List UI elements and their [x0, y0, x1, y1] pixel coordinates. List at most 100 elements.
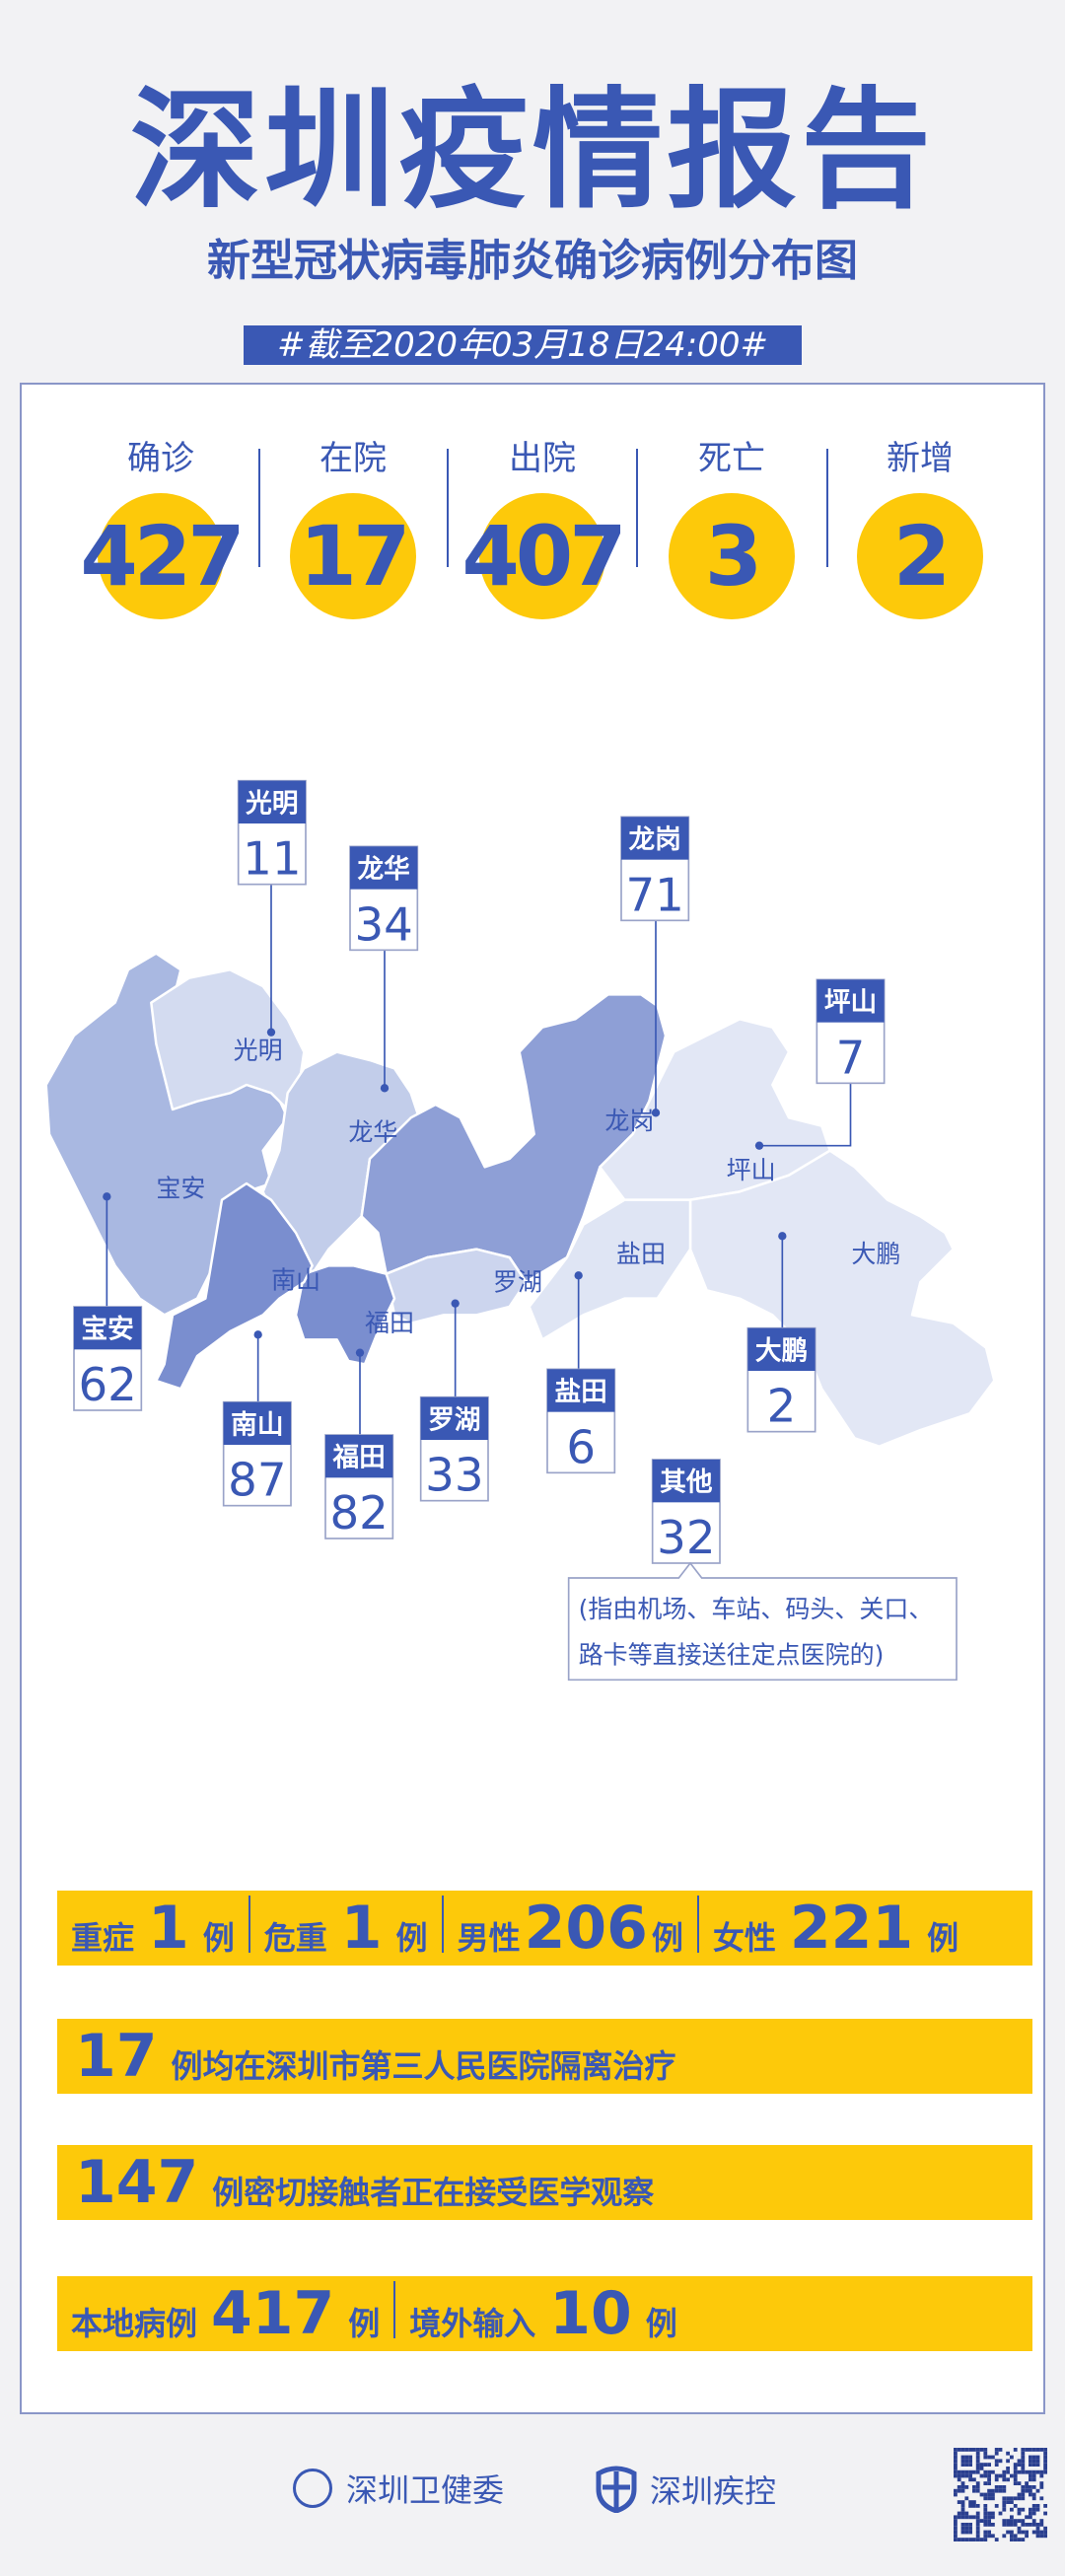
callout-9: 南山 87 — [222, 1400, 292, 1508]
qr-module — [975, 2511, 980, 2516]
qr-module — [983, 2455, 988, 2460]
health-commission-logo-icon — [293, 2469, 332, 2508]
qr-module — [991, 2492, 995, 2497]
qr-module — [954, 2467, 958, 2470]
cdc-shield-logo-icon — [596, 2466, 637, 2513]
qr-module — [1031, 2496, 1036, 2501]
close-contacts-bar: 147 例密切接触者正在接受医学观察 — [57, 2145, 1032, 2220]
qr-module — [1017, 2511, 1022, 2516]
qr-module — [1002, 2477, 1007, 2482]
callout-0: 宝安 62 — [73, 1306, 143, 1412]
qr-module — [1013, 2504, 1018, 2508]
callout-district-name: 南山 — [231, 1409, 283, 1440]
qr-module — [1029, 2511, 1032, 2516]
qr-module — [983, 2523, 988, 2527]
qr-module — [1002, 2519, 1007, 2523]
callout-header — [238, 780, 306, 824]
qr-module — [979, 2463, 984, 2467]
callout-count: 33 — [425, 1450, 483, 1503]
qr-module — [1029, 2455, 1032, 2460]
qr-module — [1043, 2451, 1047, 2456]
callout-count: 32 — [657, 1512, 715, 1565]
qr-module — [1021, 2523, 1026, 2527]
callout-district-name: 龙岗 — [629, 824, 681, 855]
qr-module — [960, 2507, 965, 2512]
qr-module — [964, 2473, 969, 2478]
qr-module — [1039, 2473, 1044, 2478]
callout-header — [816, 979, 885, 1023]
qr-module — [954, 2488, 958, 2493]
qr-module — [1017, 2526, 1022, 2531]
district-9 — [155, 1181, 314, 1391]
callout-count: 7 — [836, 1032, 866, 1085]
district-map-label: 龙华 — [348, 1118, 397, 1147]
qr-module — [964, 2469, 969, 2474]
qr-module — [979, 2519, 984, 2523]
qr-module — [1039, 2481, 1044, 2485]
qr-module — [1025, 2488, 1029, 2493]
qr-module — [987, 2530, 991, 2535]
qr-module — [1017, 2507, 1022, 2512]
qr-module — [1039, 2485, 1044, 2489]
qr-module — [1013, 2473, 1018, 2478]
callout-other: 其他 32 — [651, 1459, 721, 1565]
callout-dot — [574, 1271, 583, 1280]
qr-module — [975, 2481, 980, 2485]
footer-org-health-commission: 深圳卫健委 — [293, 2466, 504, 2511]
divider — [447, 449, 449, 567]
callout-district-name: 大鹏 — [755, 1335, 808, 1366]
callout-dot — [253, 1330, 262, 1339]
qr-module — [1025, 2523, 1029, 2527]
qr-module — [960, 2448, 965, 2452]
stat-hospitalized: 在院 17 — [264, 434, 442, 619]
note-box — [567, 1561, 958, 1682]
qr-module — [987, 2469, 991, 2474]
qr-module — [1010, 2496, 1014, 2501]
qr-module — [957, 2469, 961, 2474]
qr-module — [1002, 2496, 1007, 2501]
district-map-label: 盐田 — [616, 1240, 666, 1268]
stat-new: 新增 2 — [831, 434, 1009, 619]
qr-module — [983, 2515, 988, 2520]
qr-module — [1029, 2485, 1032, 2489]
qr-module — [994, 2473, 999, 2478]
qr-module — [987, 2511, 991, 2516]
qr-module — [1013, 2496, 1018, 2501]
qr-module — [1043, 2511, 1047, 2516]
qr-module — [954, 2455, 958, 2460]
qr-module — [968, 2504, 972, 2508]
qr-module — [1025, 2469, 1029, 2474]
bar-number: 417 — [211, 2279, 335, 2348]
qr-module — [1043, 2526, 1047, 2531]
qr-module — [1006, 2523, 1010, 2527]
qr-module — [1031, 2523, 1036, 2527]
district-7 — [385, 1248, 528, 1324]
qr-module — [972, 2448, 976, 2452]
qr-module — [960, 2481, 965, 2485]
qr-module — [1013, 2469, 1018, 2474]
qr-module — [1029, 2469, 1032, 2474]
qr-module — [1021, 2448, 1026, 2452]
qr-module — [998, 2485, 1003, 2489]
callout-header — [652, 1460, 720, 1503]
qr-module — [1043, 2448, 1047, 2452]
qr-module — [1002, 2504, 1007, 2508]
qr-module — [1013, 2519, 1018, 2523]
callout-header — [350, 846, 418, 890]
qr-module — [1039, 2534, 1044, 2539]
qr-module — [960, 2485, 965, 2489]
qr-module — [983, 2519, 988, 2523]
qr-module — [1029, 2492, 1032, 2497]
qr-module — [987, 2492, 991, 2497]
qr-module — [983, 2507, 988, 2512]
qr-module — [1021, 2469, 1026, 2474]
qr-module — [991, 2455, 995, 2460]
qr-module — [1035, 2523, 1040, 2527]
severity-gender-bar: 重症 1 例 危重 1 例 男性 206 例 女性 221 例 — [57, 1891, 1032, 1966]
qr-module — [975, 2448, 980, 2452]
callout-dot — [451, 1299, 460, 1308]
isolation-bar: 17 例均在深圳市第三人民医院隔离治疗 — [57, 2019, 1032, 2094]
qr-module — [1006, 2500, 1010, 2504]
qr-module — [1013, 2463, 1018, 2467]
